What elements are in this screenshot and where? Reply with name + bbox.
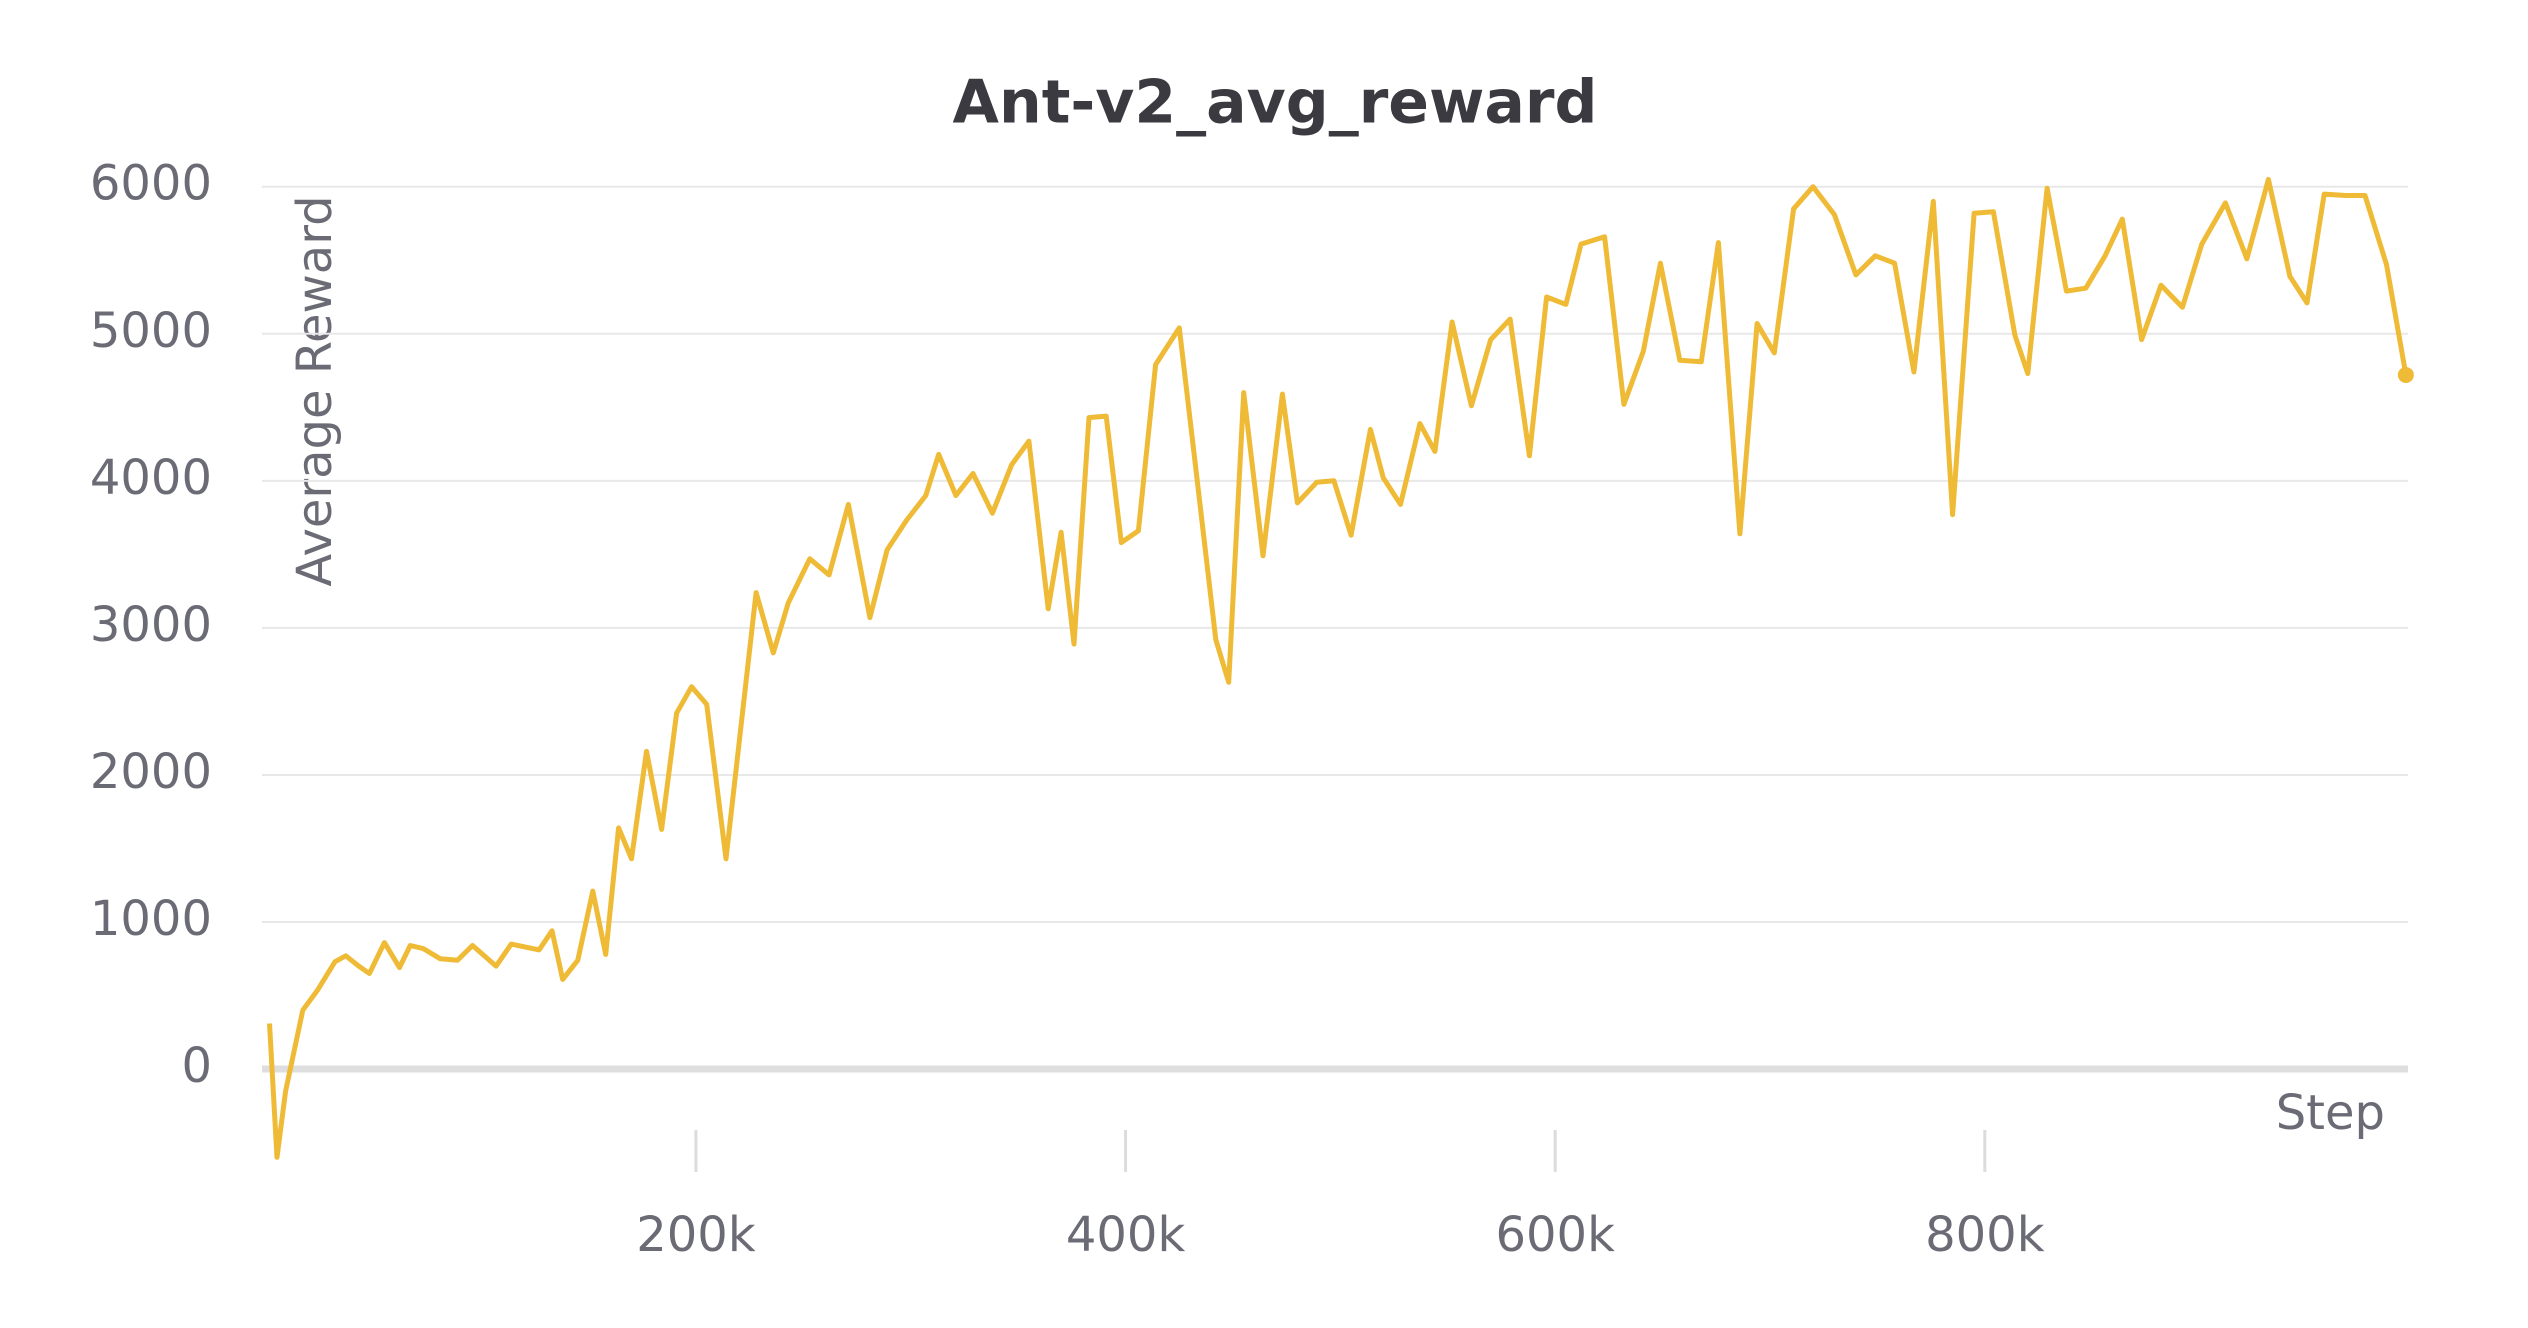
y-tick-label: 3000	[90, 597, 212, 653]
y-tick-label: 4000	[90, 450, 212, 506]
x-tick-label: 400k	[1066, 1207, 1186, 1263]
x-axis-label: Step	[2276, 1085, 2385, 1141]
x-tick-label: 200k	[636, 1207, 756, 1263]
y-axis-label: Average Reward	[287, 195, 343, 586]
chart-title: Ant-v2_avg_reward	[953, 68, 1598, 138]
x-tick-label: 600k	[1495, 1207, 1615, 1263]
y-tick-label: 0	[181, 1038, 212, 1094]
y-tick-label: 1000	[90, 891, 212, 947]
data-line	[267, 176, 2409, 1160]
x-tick-label: 800k	[1925, 1207, 2045, 1263]
y-tick-label: 5000	[90, 303, 212, 359]
y-tick-label: 6000	[90, 156, 212, 212]
end-point	[2397, 366, 2414, 383]
y-tick-label: 2000	[90, 744, 212, 800]
